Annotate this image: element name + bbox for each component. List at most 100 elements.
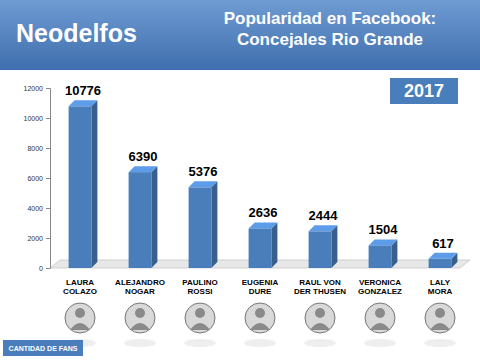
bar bbox=[69, 106, 92, 268]
data-label: 6390 bbox=[129, 149, 158, 164]
brand: Neodelfos bbox=[16, 19, 137, 47]
y-tick-mark bbox=[46, 178, 50, 179]
photo-shadow bbox=[124, 339, 156, 347]
y-tick: 6000 bbox=[27, 175, 50, 182]
bar bbox=[249, 228, 272, 268]
title: Popularidad en Facebook:Concejales Rio G… bbox=[224, 9, 437, 49]
y-tick-label: 8000 bbox=[27, 145, 43, 152]
photo-head bbox=[135, 308, 145, 318]
photo-body bbox=[190, 323, 210, 330]
x-tick-label: PAULINOROSSI bbox=[182, 278, 217, 296]
y-tick-mark bbox=[46, 88, 50, 89]
y-tick-label: 10000 bbox=[24, 115, 44, 122]
badge-label: CANTIDAD DE FANS bbox=[9, 345, 78, 352]
x-tick-label: RAUL VONDER THUSEN bbox=[294, 278, 346, 296]
bar bbox=[189, 187, 212, 268]
photo-placeholder bbox=[305, 303, 335, 333]
bar-top bbox=[369, 239, 398, 245]
bar-side bbox=[271, 222, 277, 268]
x-axis: LAURACOLAZO ALEJANDRONOGAR PAULINOROSSI EUG… bbox=[63, 278, 452, 296]
photos bbox=[64, 303, 456, 347]
bar-top bbox=[309, 225, 338, 231]
y-tick: 8000 bbox=[27, 145, 50, 152]
y-tick: 4000 bbox=[27, 205, 50, 212]
photo-head bbox=[255, 308, 265, 318]
photo-head bbox=[315, 308, 325, 318]
data-label: 617 bbox=[432, 236, 454, 251]
x-tick-label: VERONICAGONZALEZ bbox=[358, 278, 402, 296]
photo-placeholder bbox=[365, 303, 395, 333]
y-axis: 0 2000 4000 6000 8000 10000 12000 bbox=[24, 85, 51, 272]
bar-side bbox=[211, 181, 217, 268]
y-axis-line bbox=[46, 89, 51, 269]
data-label: 2636 bbox=[249, 205, 278, 220]
bar-side bbox=[91, 100, 97, 268]
bar-side bbox=[151, 166, 157, 268]
photo-shadow bbox=[424, 339, 456, 347]
x-tick-label: EUGENIADURE bbox=[242, 278, 279, 296]
bar-group bbox=[189, 181, 218, 268]
bar-group bbox=[429, 253, 458, 268]
data-label: 2444 bbox=[309, 208, 339, 223]
photo-shadow bbox=[244, 339, 276, 347]
photo-head bbox=[195, 308, 205, 318]
data-label: 10776 bbox=[65, 83, 101, 98]
photo-placeholder bbox=[425, 303, 455, 333]
photo-shadow bbox=[364, 339, 396, 347]
bar-group bbox=[369, 239, 398, 268]
photo-head bbox=[75, 308, 85, 318]
y-tick-label: 0 bbox=[39, 265, 43, 272]
y-tick-mark bbox=[46, 208, 50, 209]
bar bbox=[309, 231, 332, 268]
y-tick: 2000 bbox=[27, 235, 50, 242]
photo-placeholder bbox=[65, 303, 95, 333]
y-tick: 10000 bbox=[24, 115, 50, 122]
y-tick-mark bbox=[46, 268, 50, 269]
x-tick: ALEJANDRONOGAR bbox=[115, 278, 165, 296]
photo-shadow bbox=[304, 339, 336, 347]
y-tick-label: 6000 bbox=[27, 175, 43, 182]
photo-shadow bbox=[184, 339, 216, 347]
bar-group bbox=[129, 166, 158, 268]
photo-head bbox=[435, 308, 445, 318]
bar-group bbox=[309, 225, 338, 268]
x-tick-label: LAURACOLAZO bbox=[63, 278, 97, 296]
bar-group bbox=[249, 222, 278, 268]
y-tick: 12000 bbox=[24, 85, 50, 92]
badge-box bbox=[3, 340, 83, 356]
bar-top bbox=[69, 100, 98, 106]
data-label: 5376 bbox=[189, 164, 218, 179]
y-tick-mark bbox=[46, 118, 50, 119]
x-tick-label: ALEJANDRONOGAR bbox=[115, 278, 165, 296]
photo-body bbox=[370, 323, 390, 330]
bar-group bbox=[69, 100, 98, 268]
photo-placeholder bbox=[125, 303, 155, 333]
photo-body bbox=[250, 323, 270, 330]
y-tick-label: 4000 bbox=[27, 205, 43, 212]
bar-top bbox=[129, 166, 158, 172]
subtitle-box bbox=[390, 78, 458, 104]
y-tick-label: 12000 bbox=[24, 85, 44, 92]
y-tick: 0 bbox=[39, 265, 50, 272]
bars bbox=[69, 100, 458, 268]
y-tick-mark bbox=[46, 148, 50, 149]
data-labels: 10776 6390 5376 2636 2444 1504 617 bbox=[65, 83, 454, 250]
bar bbox=[129, 172, 152, 268]
photo-placeholder bbox=[185, 303, 215, 333]
x-tick: LALYMORA bbox=[428, 278, 453, 296]
x-tick-label: LALYMORA bbox=[428, 278, 453, 296]
bar bbox=[429, 259, 452, 268]
bar-top bbox=[249, 222, 278, 228]
x-tick: PAULINOROSSI bbox=[182, 278, 217, 296]
header-band bbox=[0, 0, 480, 70]
photo-body bbox=[70, 323, 90, 330]
x-tick: EUGENIADURE bbox=[242, 278, 279, 296]
photo-placeholder bbox=[245, 303, 275, 333]
photo-head bbox=[375, 308, 385, 318]
x-tick: RAUL VONDER THUSEN bbox=[294, 278, 346, 296]
photo-body bbox=[310, 323, 330, 330]
chart-container: Neodelfos Popularidad en Facebook:Conceja… bbox=[0, 0, 480, 360]
bar-top bbox=[429, 253, 458, 259]
data-label: 1504 bbox=[369, 222, 399, 237]
bar-side bbox=[331, 225, 337, 268]
